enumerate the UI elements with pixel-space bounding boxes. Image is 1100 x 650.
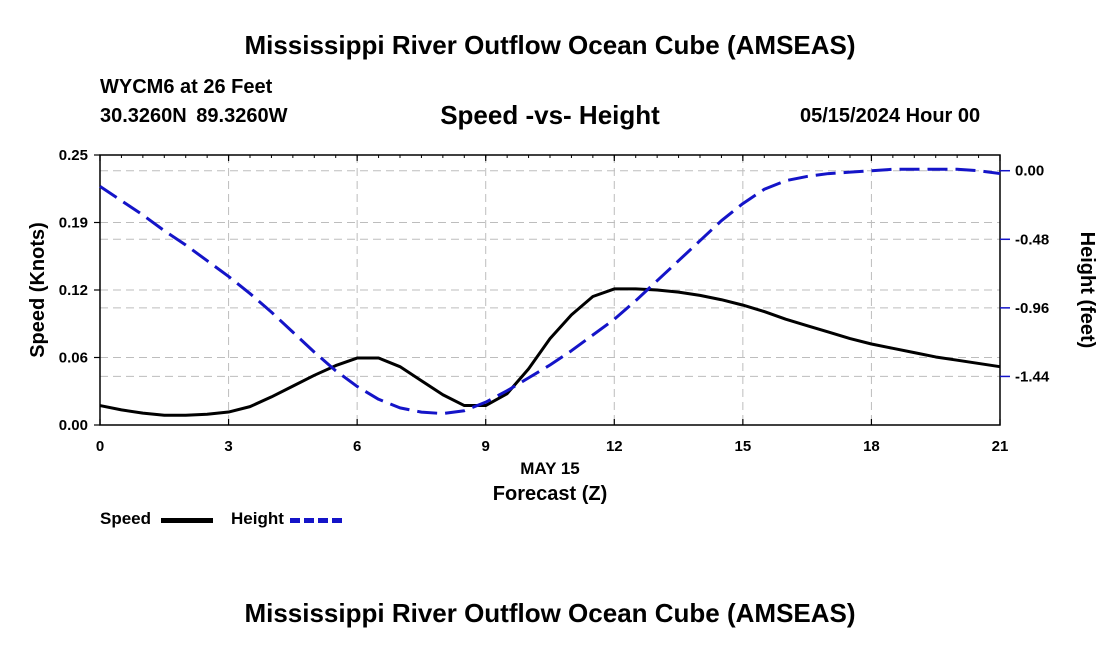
x-tick-label: 21: [992, 438, 1009, 455]
series-line-speed: [99, 287, 1001, 417]
y2-tick-label: -1.44: [1015, 368, 1050, 385]
y-tick-label: 0.12: [59, 282, 88, 299]
y2-tick-label: -0.48: [1015, 231, 1049, 248]
axes-layer: 0 3 6 9 12 15 18 21 0.00 0.06 0.12 0.19 0.25 0.00 -0.4…: [59, 147, 1050, 455]
y-tick-label: 0.00: [59, 417, 88, 434]
x-date-label: MAY 15: [520, 459, 580, 478]
series-line-height: [99, 167, 1001, 416]
station-name: WYCM6 at 26 Feet: [100, 76, 273, 98]
x-tick-label: 9: [482, 438, 490, 455]
legend-speed-label: Speed: [100, 509, 152, 528]
x-tick-label: 15: [735, 438, 752, 455]
y-tick-label: 0.19: [59, 215, 88, 232]
y2-tick-label: 0.00: [1015, 163, 1044, 180]
legend-height-swatch: [290, 518, 342, 523]
x-axis-label: Forecast (Z): [493, 483, 607, 505]
forecast-datetime: 05/15/2024 Hour 00: [800, 105, 981, 127]
x-tick-label: 0: [96, 438, 104, 455]
series-layer: [99, 167, 1001, 417]
station-coordinates: 30.3260N 89.3260W: [100, 105, 288, 127]
y2-axis-label: Height (feet): [1076, 232, 1098, 349]
page-footer-title: Mississippi River Outflow Ocean Cube (AM…: [244, 598, 856, 628]
x-tick-label: 3: [224, 438, 232, 455]
x-tick-label: 6: [353, 438, 361, 455]
grid-layer: [100, 155, 1000, 425]
legend-speed-swatch: [161, 518, 213, 523]
y2-tick-label: -0.96: [1015, 300, 1049, 317]
legend-height-label: Height: [231, 509, 284, 528]
x-tick-label: 12: [606, 438, 623, 455]
chart-title: Speed -vs- Height: [440, 100, 660, 130]
x-tick-label: 18: [863, 438, 880, 455]
y-tick-label: 0.06: [59, 350, 88, 367]
y-axis-label: Speed (Knots): [27, 222, 49, 358]
y-tick-label: 0.25: [59, 147, 88, 164]
page-title: Mississippi River Outflow Ocean Cube (AM…: [244, 30, 856, 60]
